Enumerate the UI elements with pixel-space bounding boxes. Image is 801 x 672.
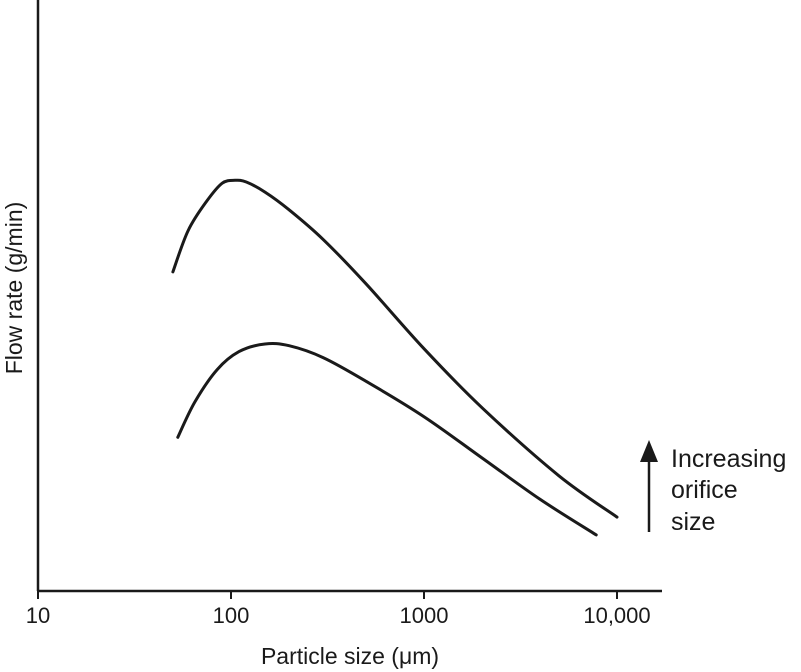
series-line-1	[171, 178, 619, 519]
annotation: Increasing orifice size	[640, 440, 786, 536]
annotation-line-2: orifice	[671, 476, 738, 504]
series-layer	[171, 178, 619, 537]
x-tick-label: 10	[26, 603, 50, 628]
x-tick-label: 1000	[400, 603, 449, 628]
x-ticks: 10 100 1000 10,000	[26, 591, 651, 628]
annotation-arrow-icon	[640, 440, 658, 462]
x-tick-label: 10,000	[583, 603, 650, 628]
annotation-line-1: Increasing	[671, 445, 786, 473]
series-line-2	[176, 342, 598, 537]
annotation-line-3: size	[671, 508, 715, 536]
x-axis-title: Particle size (μm)	[261, 643, 439, 669]
y-axis-title: Flow rate (g/min)	[1, 202, 27, 375]
x-tick-label: 100	[213, 603, 250, 628]
